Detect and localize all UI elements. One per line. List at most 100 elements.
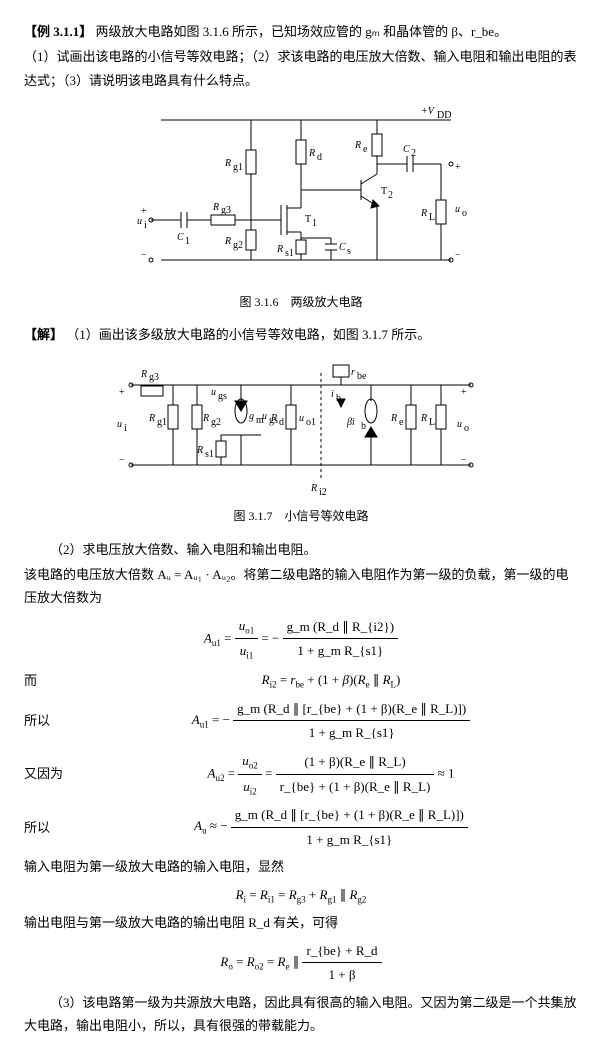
example-heading: 【例 3.1.1】 两级放大电路如图 3.1.6 所示，已知场效应管的 gₘ 和… bbox=[24, 20, 578, 43]
svg-text:d: d bbox=[317, 152, 322, 163]
svg-text:r: r bbox=[351, 367, 355, 378]
eq-ri: Ri = Ri1 = Rg3 + Rg1 ∥ Rg2 bbox=[24, 883, 578, 908]
svg-text:−: − bbox=[461, 455, 467, 466]
svg-text:+: + bbox=[119, 387, 125, 398]
figure-3-1-6-caption: 图 3.1.6 两级放大电路 bbox=[24, 292, 578, 314]
eq-au2-row: 又因为 Au2 = uo2ui2 = (1 + β)(R_e ∥ R_L) r_… bbox=[24, 749, 578, 800]
svg-text:R: R bbox=[224, 158, 231, 169]
svg-text:+V: +V bbox=[421, 106, 436, 117]
circuit-2-svg: ui +− Rg3 Rg1 Rg2 ugs gmugs Rs1 Rd uo1 R… bbox=[111, 355, 491, 495]
svg-text:R: R bbox=[390, 413, 397, 424]
svg-text:u: u bbox=[299, 413, 304, 424]
svg-text:i2: i2 bbox=[319, 487, 327, 495]
svg-text:1: 1 bbox=[185, 236, 190, 247]
eq-au1b-row: 所以 Au1 = − g_m (R_d ∥ [r_{be} + (1 + β)(… bbox=[24, 697, 578, 745]
svg-text:g1: g1 bbox=[157, 417, 167, 428]
svg-text:R: R bbox=[354, 140, 361, 151]
word-suoyi-1: 所以 bbox=[24, 709, 84, 732]
svg-text:u: u bbox=[117, 419, 122, 430]
solution-1: （1）画出该多级放大电路的小信号等效电路，如图 3.1.7 所示。 bbox=[66, 327, 430, 342]
svg-text:i: i bbox=[331, 389, 334, 400]
solution-2-body: 该电路的电压放大倍数 Aᵤ = Aᵤ₁ · Aᵤ₂。将第二级电路的输入电阻作为第… bbox=[24, 563, 578, 610]
svg-text:βi: βi bbox=[346, 417, 355, 428]
svg-text:o1: o1 bbox=[306, 417, 316, 428]
eq-au1: Au1 = uo1ui1 = − g_m (R_d ∥ R_{i2}) 1 + … bbox=[24, 614, 578, 665]
svg-text:o: o bbox=[464, 423, 469, 434]
svg-text:R: R bbox=[140, 369, 147, 380]
svg-text:e: e bbox=[363, 144, 368, 155]
svg-text:d: d bbox=[279, 417, 284, 428]
eq-au-row: 所以 Au ≈ − g_m (R_d ∥ [r_{be} + (1 + β)(R… bbox=[24, 803, 578, 851]
svg-text:R: R bbox=[196, 445, 203, 456]
eq-ri2: Ri2 = rbe + (1 + β)(Re ∥ RL) bbox=[84, 668, 578, 693]
solution-3: （3）该电路第一级为共源放大电路，因此具有很高的输入电阻。又因为第二级是一个共集… bbox=[24, 991, 578, 1038]
svg-text:u: u bbox=[262, 411, 267, 422]
svg-text:R: R bbox=[420, 413, 427, 424]
svg-text:s: s bbox=[347, 246, 351, 257]
rin-line: 输入电阻为第一级放大电路的输入电阻，显然 bbox=[24, 855, 578, 878]
eq-ro: Ro = Ro2 = Re ∥ r_{be} + R_d 1 + β bbox=[24, 939, 578, 987]
svg-text:s1: s1 bbox=[205, 449, 214, 460]
eq-au2: Au2 = uo2ui2 = (1 + β)(R_e ∥ R_L) r_{be}… bbox=[84, 749, 578, 800]
eq-au1-den: 1 + g_m R_{s1} bbox=[283, 639, 398, 662]
svg-text:C: C bbox=[177, 232, 184, 243]
svg-text:b: b bbox=[361, 421, 366, 432]
eq-au1b: Au1 = − g_m (R_d ∥ [r_{be} + (1 + β)(R_e… bbox=[84, 697, 578, 745]
svg-text:L: L bbox=[429, 212, 435, 223]
svg-text:g3: g3 bbox=[221, 205, 231, 216]
svg-text:−: − bbox=[455, 250, 461, 261]
svg-text:R: R bbox=[310, 483, 317, 494]
svg-text:g1: g1 bbox=[233, 162, 243, 173]
eq-au: Au ≈ − g_m (R_d ∥ [r_{be} + (1 + β)(R_e … bbox=[84, 803, 578, 851]
svg-text:g3: g3 bbox=[149, 372, 159, 383]
svg-text:R: R bbox=[224, 236, 231, 247]
svg-text:be: be bbox=[357, 371, 367, 382]
svg-text:T: T bbox=[381, 186, 387, 197]
figure-3-1-7-caption: 图 3.1.7 小信号等效电路 bbox=[24, 506, 578, 528]
svg-text:g: g bbox=[249, 411, 254, 422]
svg-text:u: u bbox=[457, 419, 462, 430]
rout-line: 输出电阻与第一级放大电路的输出电阻 R_d 有关，可得 bbox=[24, 911, 578, 934]
figure-3-1-7: ui +− Rg3 Rg1 Rg2 ugs gmugs Rs1 Rd uo1 R… bbox=[24, 355, 578, 502]
svg-text:s1: s1 bbox=[285, 248, 294, 259]
svg-text:e: e bbox=[399, 417, 404, 428]
svg-text:gs: gs bbox=[218, 391, 227, 402]
eq-ri2-row: 而 Ri2 = rbe + (1 + β)(Re ∥ RL) bbox=[24, 668, 578, 693]
svg-text:g2: g2 bbox=[233, 240, 243, 251]
svg-text:R: R bbox=[276, 244, 283, 255]
svg-text:R: R bbox=[270, 413, 277, 424]
svg-text:R: R bbox=[202, 413, 209, 424]
word-er: 而 bbox=[24, 669, 84, 692]
svg-text:T: T bbox=[305, 214, 311, 225]
svg-text:i: i bbox=[144, 220, 147, 231]
svg-text:u: u bbox=[211, 387, 216, 398]
svg-text:g2: g2 bbox=[211, 417, 221, 428]
solution-2: （2）求电压放大倍数、输入电阻和输出电阻。 bbox=[24, 538, 578, 561]
solution-heading: 【解】 （1）画出该多级放大电路的小信号等效电路，如图 3.1.7 所示。 bbox=[24, 323, 578, 346]
example-label: 【例 3.1.1】 bbox=[24, 24, 92, 39]
word-youyinwei: 又因为 bbox=[24, 762, 84, 785]
svg-text:L: L bbox=[429, 417, 435, 428]
svg-text:+: + bbox=[141, 206, 147, 217]
svg-text:C: C bbox=[339, 242, 346, 253]
svg-text:C: C bbox=[403, 144, 410, 155]
svg-text:2: 2 bbox=[388, 190, 393, 201]
svg-text:u: u bbox=[137, 216, 142, 227]
svg-text:R: R bbox=[308, 148, 315, 159]
svg-text:+: + bbox=[461, 387, 467, 398]
questions: （1）试画出该电路的小信号等效电路；（2）求该电路的电压放大倍数、输入电阻和输出… bbox=[24, 45, 578, 92]
svg-text:2: 2 bbox=[411, 148, 416, 159]
circuit-1-svg: +V DD ui C1 Rg3 Rg1 Rg2 T1 Rd Rs1 Cs bbox=[121, 100, 481, 280]
figure-3-1-6: +V DD ui C1 Rg3 Rg1 Rg2 T1 Rd Rs1 Cs bbox=[24, 100, 578, 287]
svg-text:+: + bbox=[455, 162, 461, 173]
svg-text:−: − bbox=[141, 250, 147, 261]
svg-text:o: o bbox=[462, 208, 467, 219]
svg-text:R: R bbox=[420, 208, 427, 219]
svg-text:R: R bbox=[212, 202, 219, 213]
svg-text:u: u bbox=[455, 204, 460, 215]
svg-text:i: i bbox=[124, 423, 127, 434]
svg-text:R: R bbox=[148, 413, 155, 424]
svg-text:DD: DD bbox=[437, 110, 451, 121]
intro-text: 两级放大电路如图 3.1.6 所示，已知场效应管的 gₘ 和晶体管的 β、r_b… bbox=[96, 24, 508, 39]
word-suoyi-2: 所以 bbox=[24, 816, 84, 839]
